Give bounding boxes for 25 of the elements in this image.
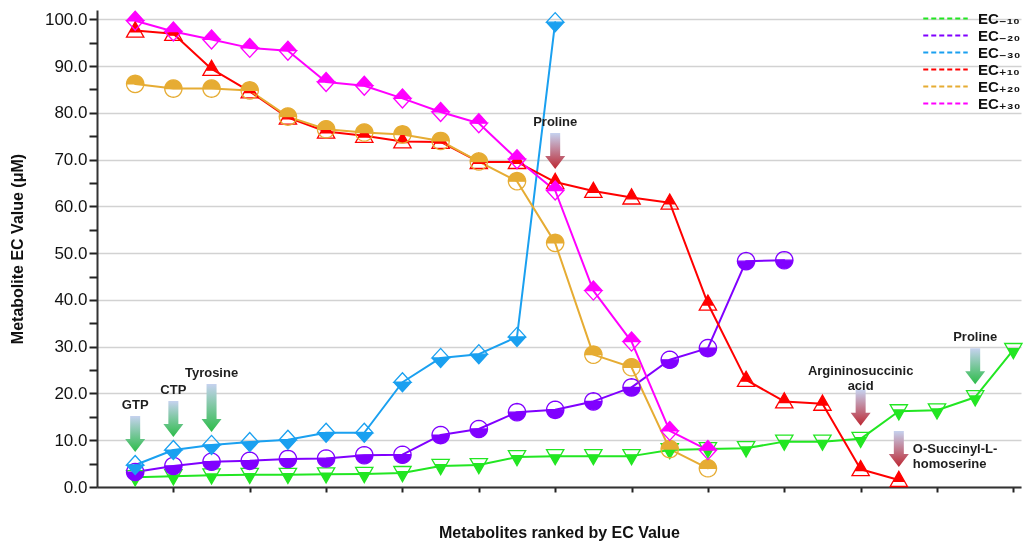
legend-label: EC₊₁₀ <box>978 60 1020 78</box>
y-tick-label: 40.0 <box>54 290 88 310</box>
y-tick-label: 70.0 <box>54 150 88 170</box>
y-tick-label: 20.0 <box>54 383 88 403</box>
annotation: O-Succinyl-L-homoserine <box>912 440 998 471</box>
legend-label: EC₊₂₀ <box>978 77 1021 95</box>
annotation: Proline <box>953 329 998 345</box>
y-tick-label: 100.0 <box>44 9 88 29</box>
y-tick-label: 50.0 <box>54 243 88 263</box>
annotation: CTP <box>160 382 187 398</box>
annotation: GTP <box>121 397 149 413</box>
y-tick-label: 0.0 <box>63 477 88 497</box>
annotation: Tyrosine <box>184 365 239 381</box>
legend-label: EC₋₃₀ <box>978 43 1021 61</box>
annotation: Argininosuccinic acid <box>807 363 914 394</box>
x-axis-title: Metabolites ranked by EC Value <box>439 523 681 541</box>
y-tick-label: 80.0 <box>54 103 88 123</box>
y-tick-label: 60.0 <box>54 196 88 216</box>
legend-label: EC₊₃₀ <box>978 94 1021 112</box>
y-tick-label: 90.0 <box>54 56 88 76</box>
y-tick-label: 30.0 <box>54 337 88 357</box>
legend-label: EC₋₁₀ <box>978 9 1020 27</box>
y-axis-title: Metabolite EC Value (μM) <box>8 153 26 345</box>
y-tick-label: 10.0 <box>54 430 88 450</box>
legend-label: EC₋₂₀ <box>978 26 1021 44</box>
